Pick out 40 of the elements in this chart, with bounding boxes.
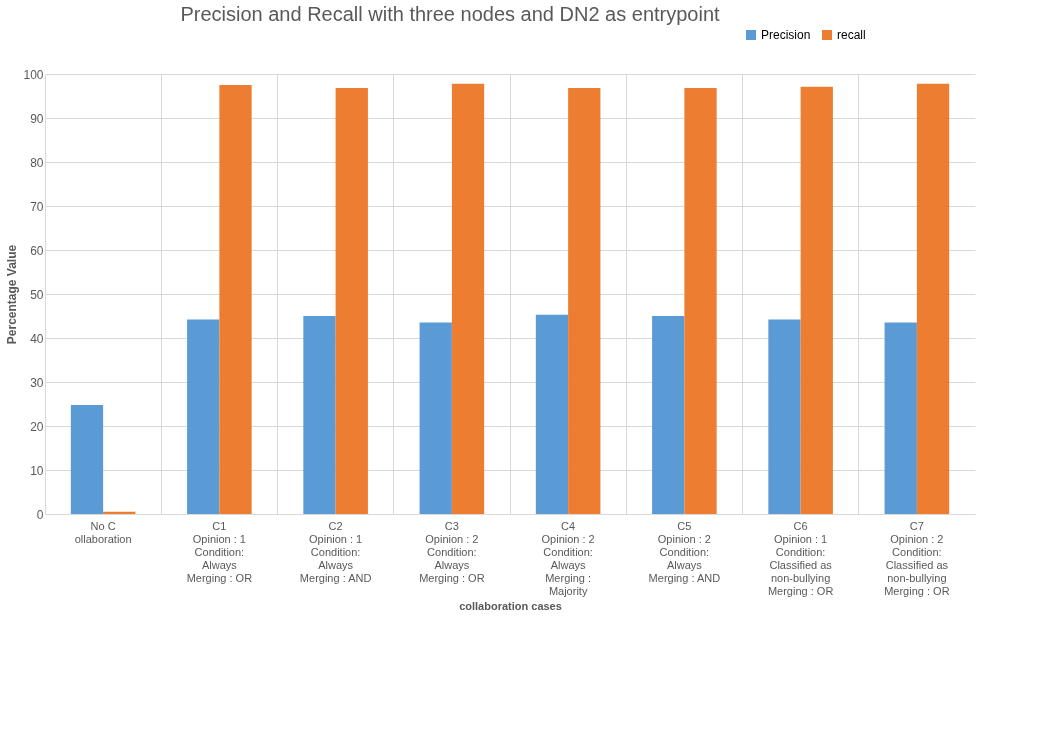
bar [335,88,368,514]
bar [768,319,801,514]
bar [535,314,569,514]
bar [451,83,485,514]
y-tick-label: 100 [23,67,44,82]
bar [103,511,136,514]
y-tick-label: 40 [30,331,44,346]
y-tick-label: 90 [30,111,44,126]
legend-label: recall [837,28,866,42]
x-tick-label: C4 Opinion : 2 Condition: Always Merging : Majority [541,519,595,597]
bar [303,316,336,514]
chart-title: Precision and Recall with three nodes and DN2 as entrypoint [180,3,721,25]
bar [916,83,950,514]
x-tick-label: No C ollaboration [74,519,132,545]
x-tick-label: C3 Opinion : 2 Condition: Always Merging : OR [419,519,485,584]
y-tick-label: 0 [36,507,44,522]
x-tick-label: C6 Opinion : 1 Condition: Classified as non-bullying Merging : OR [767,519,834,597]
x-tick-label: C5 Opinion : 2 Condition: Always Merging : AND [648,519,721,584]
legend-label: Precision [761,28,811,42]
bar [219,85,252,514]
y-tick-label: 60 [30,243,44,258]
x-axis-title: collaboration cases [459,599,562,612]
bar [884,322,917,514]
bar [70,404,104,514]
bar [800,86,833,514]
y-tick-label: 30 [30,375,44,390]
y-tick-label: 20 [30,419,44,434]
bar [684,88,717,514]
bar [652,316,685,514]
y-axis-title: Percentage Value [5,244,20,345]
y-tick-label: 80 [30,155,44,170]
y-tick-label: 10 [30,463,44,478]
y-tick-label: 70 [30,199,44,214]
y-tick-label: 50 [30,287,44,302]
bar [568,88,601,514]
x-tick-label: C1 Opinion : 1 Condition: Always Merging : OR [186,519,253,584]
x-tick-label: C2 Opinion : 1 Condition: Always Merging : AND [299,519,372,584]
bar [419,322,452,514]
x-tick-label: C7 Opinion : 2 Condition: Classified as non-bullying Merging : OR [884,519,950,597]
bar [187,319,220,514]
